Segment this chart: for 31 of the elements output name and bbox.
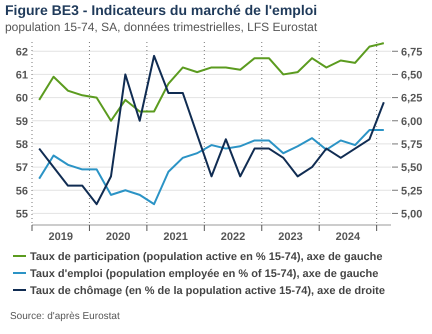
y-tick-label: 58 (16, 138, 28, 151)
chart-title: Figure BE3 - Indicateurs du marché de l'emploi (5, 2, 318, 18)
x-tick-label: 2023 (278, 231, 303, 243)
y-tick-label: 60 (16, 92, 28, 105)
x-tick-label: 2019 (48, 231, 73, 243)
y-tick-label: 61 (16, 69, 28, 82)
chart-subtitle: population 15-74, SA, données trimestrielles, LFS Eurostat (5, 20, 318, 34)
x-tick-label: 2021 (163, 231, 188, 243)
y-tick-label: 56 (16, 185, 28, 198)
x-tick-label: 2020 (106, 231, 130, 243)
y2-tick-label: 5,50 (401, 162, 422, 174)
line-series (38, 42, 385, 122)
source-note: Source: d'après Eurostat (10, 311, 120, 322)
y2-tick-label: 5,00 (401, 208, 422, 220)
y2-tick-label: 6,00 (401, 116, 422, 128)
legend-label: Taux d'emploi (population employée en % of 15-74), axe de gauche (30, 268, 378, 280)
y2-tick-label: 6,50 (401, 69, 422, 82)
legend-label: Taux de participation (population active en % 15-74), axe de gauche (30, 251, 382, 263)
x-tick-label: 2022 (220, 231, 246, 243)
y2-tick-label: 5,75 (401, 138, 422, 151)
y2-tick-label: 5,25 (401, 185, 422, 198)
y-tick-label: 62 (16, 46, 28, 58)
y2-tick-label: 6,25 (401, 92, 422, 105)
x-tick-label: 2024 (336, 231, 362, 243)
line-series (38, 129, 385, 206)
y-tick-label: 57 (16, 162, 28, 174)
legend-label: Taux de chômage (en % de la population active 15-74), axe de droite (30, 285, 385, 297)
y-tick-label: 59 (16, 116, 28, 128)
line-series (38, 54, 385, 206)
y2-tick-label: 6,75 (401, 46, 422, 58)
y-tick-label: 55 (16, 208, 28, 220)
